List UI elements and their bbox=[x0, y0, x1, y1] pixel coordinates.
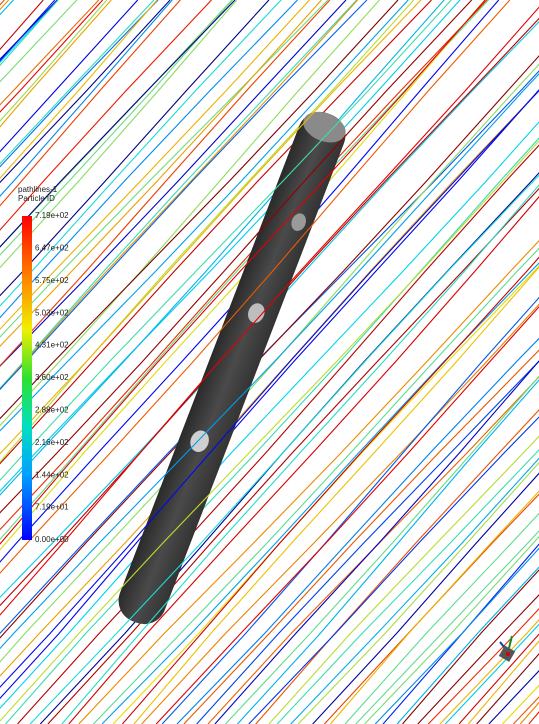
pathline bbox=[403, 0, 539, 724]
pathline bbox=[0, 0, 235, 724]
pathline bbox=[291, 0, 539, 724]
colorbar-label: 4.31e+02 bbox=[35, 341, 69, 350]
colorbar-label: 7.19e+02 bbox=[35, 211, 69, 220]
pathline bbox=[365, 0, 539, 724]
pathline bbox=[0, 0, 539, 724]
pathline bbox=[0, 0, 539, 724]
pathline bbox=[0, 0, 539, 724]
legend-title: pathlines-1 bbox=[18, 185, 58, 194]
pathline bbox=[0, 0, 539, 724]
colorbar-label: 3.60e+02 bbox=[35, 373, 69, 382]
pathline bbox=[489, 0, 539, 724]
colorbar-label: 1.44e+02 bbox=[35, 470, 69, 479]
colorbar-label: 5.75e+02 bbox=[35, 276, 69, 285]
pathline bbox=[0, 0, 539, 724]
colorbar-label: 7.19e+01 bbox=[35, 503, 69, 512]
pathlines-front bbox=[0, 0, 539, 724]
colorbar-label: 6.47e+02 bbox=[35, 244, 69, 253]
pathline bbox=[0, 0, 539, 724]
pathline bbox=[0, 0, 539, 724]
pathline bbox=[0, 0, 43, 724]
legend-subtitle: Particle ID bbox=[18, 194, 55, 203]
viewport: pathlines-1 Particle ID 7.19e+02 6.47e+02… bbox=[0, 0, 539, 724]
pathline bbox=[0, 0, 237, 724]
pathline bbox=[0, 0, 539, 724]
pathline bbox=[0, 0, 539, 724]
pathline bbox=[0, 0, 539, 724]
pathline bbox=[142, 0, 539, 724]
colorbar bbox=[22, 216, 32, 540]
pathline bbox=[0, 0, 408, 724]
colorbar-label: 5.03e+02 bbox=[35, 308, 69, 317]
pathline bbox=[30, 0, 539, 724]
colorbar-label: 0.00e+00 bbox=[35, 535, 69, 544]
pathline bbox=[122, 0, 539, 724]
pathline bbox=[345, 0, 539, 724]
colorbar-label: 2.16e+02 bbox=[35, 438, 69, 447]
colorbar-label: 2.88e+02 bbox=[35, 406, 69, 415]
pathline bbox=[0, 0, 539, 724]
pathline bbox=[102, 0, 539, 724]
pathline bbox=[375, 0, 539, 724]
pathline bbox=[513, 0, 539, 724]
pathlines bbox=[0, 0, 539, 724]
pathline bbox=[0, 0, 539, 724]
